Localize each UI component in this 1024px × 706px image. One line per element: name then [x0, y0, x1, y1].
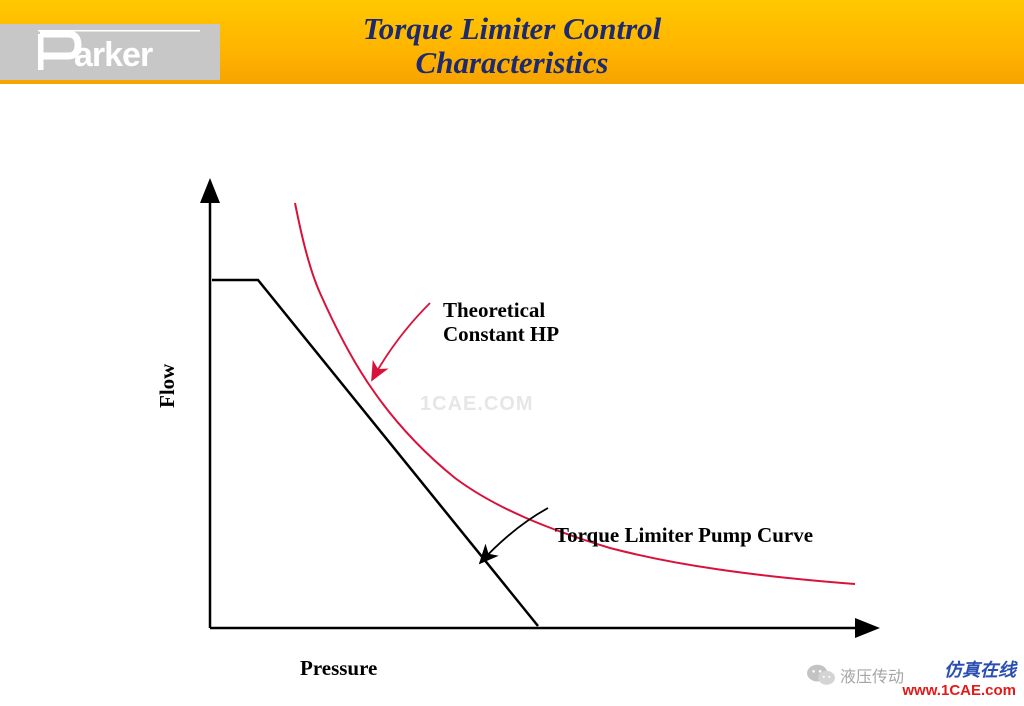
- slide-title: Torque Limiter Control Characteristics: [0, 12, 1024, 80]
- wechat-icon: [806, 662, 836, 688]
- theoretical-hp-label: Theoretical Constant HP: [443, 298, 559, 346]
- flow-pressure-chart: [140, 168, 900, 678]
- pump-curve-label: Torque Limiter Pump Curve: [555, 523, 813, 548]
- footer-wechat-text: 液压传动: [840, 663, 904, 687]
- footer-wechat: 液压传动: [806, 662, 904, 688]
- x-axis-label: Pressure: [300, 656, 377, 681]
- footer-url-text: www.1CAE.com: [902, 682, 1016, 700]
- y-axis-label: Flow: [155, 364, 180, 408]
- theoretical-hp-label-line2: Constant HP: [443, 322, 559, 346]
- slide-header: arker Torque Limiter Control Characteris…: [0, 0, 1024, 98]
- footer-right: 仿真在线 www.1CAE.com: [902, 660, 1016, 700]
- title-line-1: Torque Limiter Control: [0, 12, 1024, 46]
- chart-area: 1CAE.COM Flow Pressure Theoretical: [0, 98, 1024, 706]
- title-line-2: Characteristics: [0, 46, 1024, 80]
- theoretical-hp-label-line1: Theoretical: [443, 298, 559, 322]
- theoretical-hp-arrow: [372, 303, 430, 380]
- footer-brand-text: 仿真在线: [902, 660, 1016, 682]
- pump-curve-arrow: [480, 508, 548, 563]
